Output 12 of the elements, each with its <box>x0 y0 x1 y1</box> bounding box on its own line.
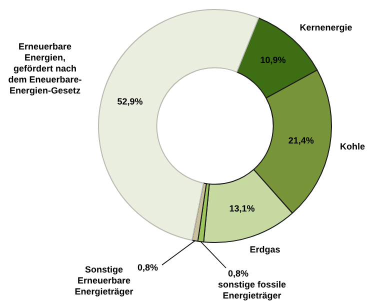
slice-label: Erneuerbare Energien, gefördert nach dem Eneuerbare-Energien-Gesetz <box>8 41 82 96</box>
data-label: 21,4% <box>288 135 314 146</box>
slice-label: Sonstige Erneuerbare Energieträger <box>74 264 134 296</box>
data-label: 13,1% <box>229 204 255 214</box>
data-label: 0,8% <box>137 262 158 272</box>
slice-label: Erdgas <box>250 244 280 254</box>
slice-label: Kernenergie <box>300 22 352 32</box>
slice-label: Kohle <box>340 141 366 152</box>
data-label: 52,9% <box>117 96 143 106</box>
data-label: 10,9% <box>260 55 286 66</box>
data-label: 0,8% <box>228 268 249 278</box>
slice-label: sonstige fossile Energieträger <box>218 279 286 300</box>
